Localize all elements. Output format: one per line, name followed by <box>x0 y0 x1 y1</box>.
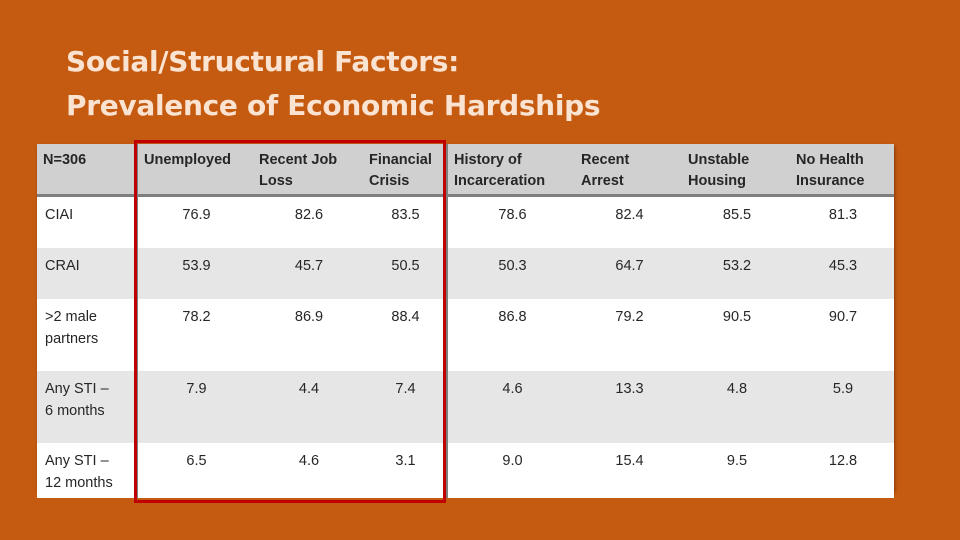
table-cell: 15.4 <box>575 443 682 498</box>
table-cell: 9.5 <box>682 443 790 498</box>
table-row: Any STI – 6 months 7.9 4.4 7.4 4.6 13.3 … <box>37 371 894 443</box>
table-row: >2 male partners 78.2 86.9 88.4 86.8 79.… <box>37 299 894 371</box>
header-recent-arrest: Recent Arrest <box>575 144 682 197</box>
table-cell: 90.7 <box>790 299 894 371</box>
table-cell: 7.9 <box>137 371 253 443</box>
table-cell: 50.5 <box>363 248 447 299</box>
table-cell: 88.4 <box>363 299 447 371</box>
table-row: CRAI 53.9 45.7 50.5 50.3 64.7 53.2 45.3 <box>37 248 894 299</box>
row-label: Any STI – 6 months <box>37 371 138 443</box>
header-unemployed: Unemployed <box>137 144 253 197</box>
header-sample-size: N=306 <box>37 144 138 197</box>
table-cell: 4.8 <box>682 371 790 443</box>
table-cell: 7.4 <box>363 371 447 443</box>
row-label: Any STI – 12 months <box>37 443 138 498</box>
table-cell: 76.9 <box>137 195 253 248</box>
table-cell: 83.5 <box>363 195 447 248</box>
table-cell: 53.9 <box>137 248 253 299</box>
table-cell: 4.6 <box>446 371 575 443</box>
table-cell: 79.2 <box>575 299 682 371</box>
table-cell: 82.4 <box>575 195 682 248</box>
table-cell: 78.6 <box>446 195 575 248</box>
table-cell: 45.3 <box>790 248 894 299</box>
header-recent-job-loss: Recent Job Loss <box>253 144 363 197</box>
table-cell: 86.9 <box>253 299 363 371</box>
hardships-table-container: N=306 Unemployed Recent Job Loss Financi… <box>37 144 894 498</box>
table-row: CIAI 76.9 82.6 83.5 78.6 82.4 85.5 81.3 <box>37 195 894 248</box>
hardships-table: N=306 Unemployed Recent Job Loss Financi… <box>37 144 894 498</box>
table-cell: 45.7 <box>253 248 363 299</box>
table-header-row: N=306 Unemployed Recent Job Loss Financi… <box>37 144 894 197</box>
table-cell: 78.2 <box>137 299 253 371</box>
table-row: Any STI – 12 months 6.5 4.6 3.1 9.0 15.4… <box>37 443 894 498</box>
table-cell: 64.7 <box>575 248 682 299</box>
slide-title-line-1: Social/Structural Factors: <box>66 45 460 78</box>
slide-title-line-2: Prevalence of Economic Hardships <box>66 89 601 122</box>
table-cell: 90.5 <box>682 299 790 371</box>
header-no-health-insurance: No Health Insurance <box>790 144 894 197</box>
table-cell: 12.8 <box>790 443 894 498</box>
header-financial-crisis: Financial Crisis <box>363 144 447 197</box>
table-cell: 5.9 <box>790 371 894 443</box>
table-cell: 4.4 <box>253 371 363 443</box>
table-cell: 82.6 <box>253 195 363 248</box>
table-cell: 9.0 <box>446 443 575 498</box>
header-unstable-housing: Unstable Housing <box>682 144 790 197</box>
slide-title: Social/Structural Factors: Prevalence of… <box>66 40 601 128</box>
row-label: >2 male partners <box>37 299 138 371</box>
table-cell: 86.8 <box>446 299 575 371</box>
table-cell: 6.5 <box>137 443 253 498</box>
header-history-of-incarceration: History of Incarceration <box>446 144 575 197</box>
table-cell: 85.5 <box>682 195 790 248</box>
table-cell: 13.3 <box>575 371 682 443</box>
table-cell: 3.1 <box>363 443 447 498</box>
row-label: CRAI <box>37 248 138 299</box>
table-cell: 50.3 <box>446 248 575 299</box>
table-cell: 53.2 <box>682 248 790 299</box>
row-label: CIAI <box>37 195 138 248</box>
table-cell: 81.3 <box>790 195 894 248</box>
table-cell: 4.6 <box>253 443 363 498</box>
